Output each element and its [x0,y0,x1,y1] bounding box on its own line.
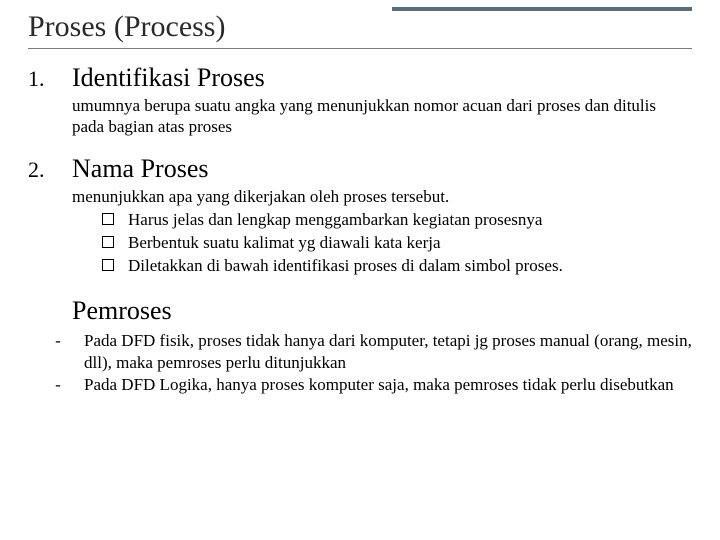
item-description: menunjukkan apa yang dikerjakan oleh pro… [72,186,692,207]
bullet-item: Diletakkan di bawah identifikasi proses … [102,255,692,278]
bullet-text: Harus jelas dan lengkap menggambarkan ke… [128,209,542,232]
list-item: 2. Nama Proses [28,154,692,184]
checkbox-icon [102,236,114,248]
item-heading: Nama Proses [72,154,208,184]
dash-marker: - [52,374,64,396]
dash-item: - Pada DFD Logika, hanya proses komputer… [52,374,692,396]
item-description: umumnya berupa suatu angka yang menunjuk… [72,95,692,138]
dash-text: Pada DFD Logika, hanya proses komputer s… [84,374,674,396]
dash-marker: - [52,330,64,374]
dash-item: - Pada DFD fisik, proses tidak hanya dar… [52,330,692,374]
dash-text: Pada DFD fisik, proses tidak hanya dari … [84,330,692,374]
item-number: 2. [28,157,54,183]
page-title: Proses (Process) [28,10,692,49]
bullet-list: Harus jelas dan lengkap menggambarkan ke… [102,209,692,278]
bullet-text: Diletakkan di bawah identifikasi proses … [128,255,563,278]
bullet-item: Berbentuk suatu kalimat yg diawali kata … [102,232,692,255]
checkbox-icon [102,213,114,225]
accent-bar [392,7,692,11]
item-number: 1. [28,66,54,92]
section-heading: Pemroses [72,296,692,326]
bullet-item: Harus jelas dan lengkap menggambarkan ke… [102,209,692,232]
list-item: 1. Identifikasi Proses [28,63,692,93]
item-heading: Identifikasi Proses [72,63,265,93]
bullet-text: Berbentuk suatu kalimat yg diawali kata … [128,232,441,255]
checkbox-icon [102,259,114,271]
